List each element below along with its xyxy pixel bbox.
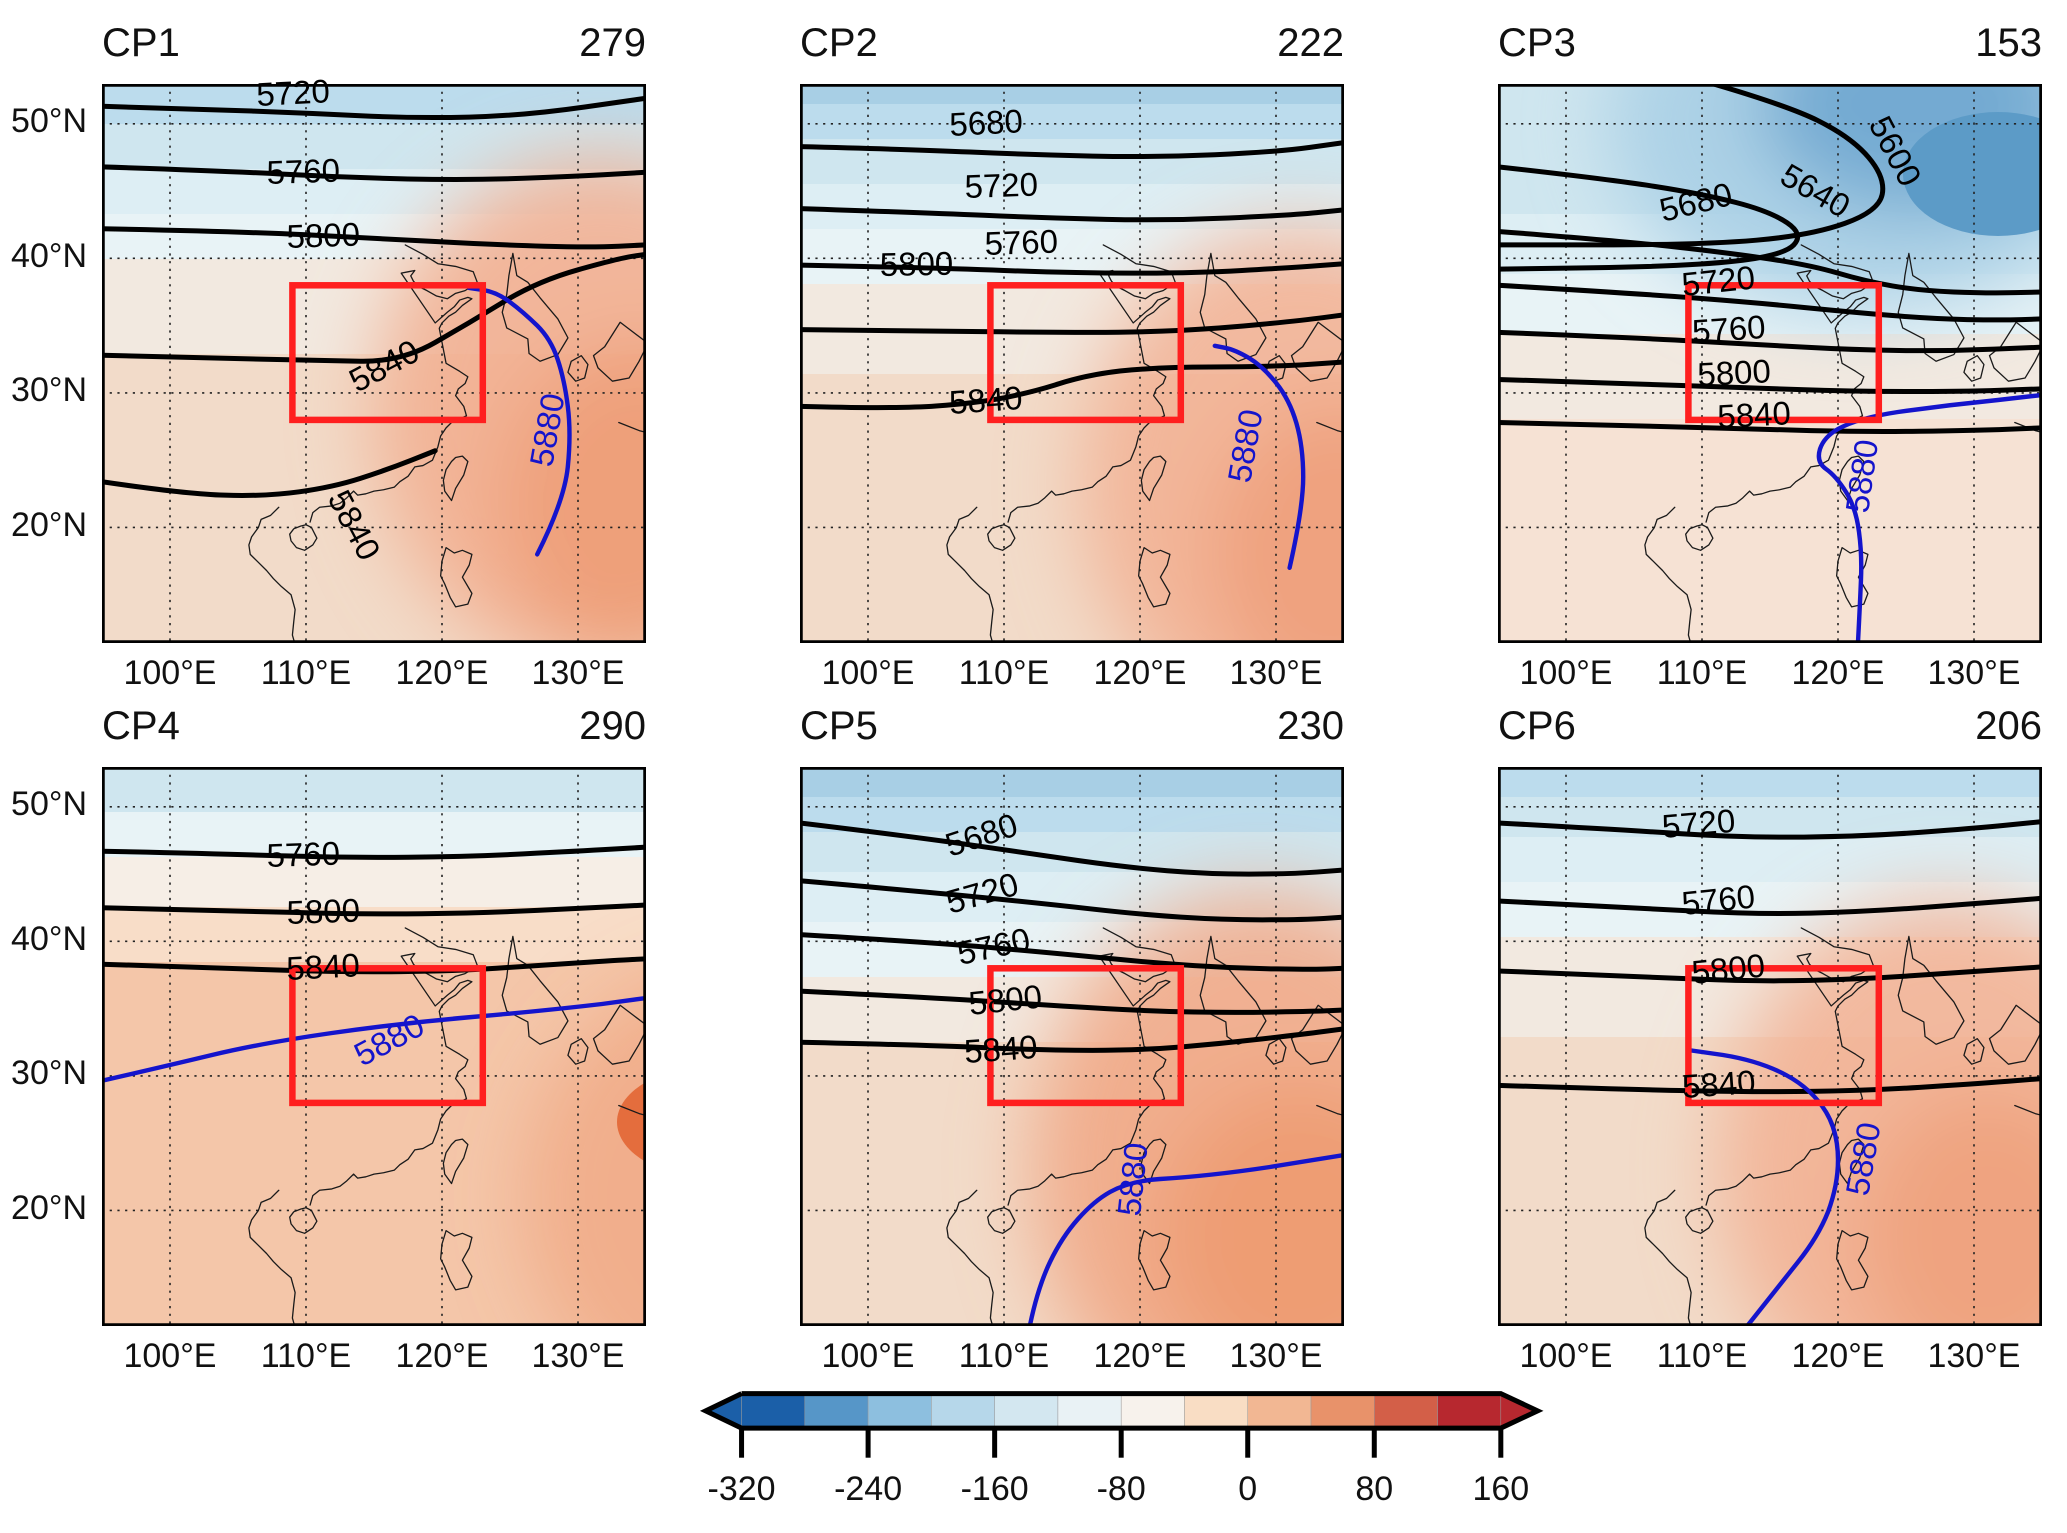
svg-text:-240: -240	[834, 1470, 902, 1508]
svg-text:CP2: CP2	[800, 21, 878, 65]
svg-text:100°E: 100°E	[1519, 1337, 1612, 1375]
svg-text:5680: 5680	[948, 102, 1023, 143]
svg-text:100°E: 100°E	[123, 654, 216, 692]
svg-text:130°E: 130°E	[531, 1337, 624, 1375]
svg-text:279: 279	[579, 21, 646, 65]
svg-text:5720: 5720	[964, 165, 1039, 205]
svg-text:120°E: 120°E	[1093, 654, 1186, 692]
svg-text:120°E: 120°E	[1791, 654, 1884, 692]
svg-text:222: 222	[1277, 21, 1344, 65]
svg-text:5760: 5760	[266, 151, 341, 191]
svg-text:120°E: 120°E	[1791, 1337, 1884, 1375]
svg-text:CP1: CP1	[102, 21, 180, 65]
svg-text:130°E: 130°E	[1229, 1337, 1322, 1375]
svg-text:110°E: 110°E	[959, 654, 1049, 692]
svg-text:120°E: 120°E	[395, 1337, 488, 1375]
svg-text:130°E: 130°E	[531, 654, 624, 692]
svg-text:5880: 5880	[1110, 1141, 1154, 1218]
svg-text:5800: 5800	[1696, 352, 1771, 393]
svg-text:5720: 5720	[1680, 258, 1757, 302]
svg-text:5800: 5800	[286, 215, 361, 255]
svg-text:5760: 5760	[1680, 877, 1757, 921]
svg-text:CP5: CP5	[800, 704, 878, 748]
svg-text:80: 80	[1355, 1470, 1393, 1508]
svg-text:100°E: 100°E	[821, 1337, 914, 1375]
svg-text:-160: -160	[961, 1470, 1029, 1508]
svg-text:30°N: 30°N	[11, 1054, 87, 1092]
svg-text:120°E: 120°E	[1093, 1337, 1186, 1375]
svg-text:5840: 5840	[1716, 394, 1791, 435]
svg-text:120°E: 120°E	[395, 654, 488, 692]
svg-text:20°N: 20°N	[11, 1189, 87, 1227]
svg-text:5760: 5760	[1691, 308, 1767, 350]
svg-text:-80: -80	[1097, 1470, 1146, 1508]
svg-text:5760: 5760	[266, 834, 341, 874]
svg-text:110°E: 110°E	[1657, 1337, 1747, 1375]
svg-text:CP6: CP6	[1498, 704, 1576, 748]
svg-text:40°N: 40°N	[11, 237, 87, 275]
svg-text:50°N: 50°N	[11, 102, 87, 140]
svg-text:100°E: 100°E	[821, 654, 914, 692]
svg-text:5800: 5800	[286, 891, 361, 931]
svg-text:5800: 5800	[967, 977, 1044, 1021]
svg-text:130°E: 130°E	[1927, 1337, 2020, 1375]
svg-text:5720: 5720	[255, 72, 330, 113]
svg-text:40°N: 40°N	[11, 920, 87, 958]
svg-text:100°E: 100°E	[123, 1337, 216, 1375]
svg-text:230: 230	[1277, 704, 1344, 748]
svg-text:5720: 5720	[1660, 802, 1736, 845]
svg-text:130°E: 130°E	[1927, 654, 2020, 692]
svg-text:100°E: 100°E	[1519, 654, 1612, 692]
svg-text:206: 206	[1975, 704, 2042, 748]
svg-text:0: 0	[1238, 1470, 1257, 1508]
svg-text:110°E: 110°E	[261, 1337, 351, 1375]
svg-text:5840: 5840	[948, 379, 1024, 421]
svg-text:20°N: 20°N	[11, 506, 87, 544]
svg-text:5800: 5800	[1690, 946, 1767, 990]
svg-text:110°E: 110°E	[1657, 654, 1747, 692]
svg-text:130°E: 130°E	[1229, 654, 1322, 692]
svg-text:5840: 5840	[1681, 1063, 1757, 1105]
svg-text:50°N: 50°N	[11, 785, 87, 823]
svg-text:110°E: 110°E	[959, 1337, 1049, 1375]
svg-text:CP3: CP3	[1498, 21, 1576, 65]
svg-text:CP4: CP4	[102, 704, 180, 748]
svg-text:5840: 5840	[963, 1028, 1039, 1070]
svg-text:5760: 5760	[984, 222, 1059, 262]
svg-text:5840: 5840	[285, 946, 360, 987]
svg-text:-320: -320	[708, 1470, 776, 1508]
svg-text:110°E: 110°E	[261, 654, 351, 692]
svg-text:153: 153	[1975, 21, 2042, 65]
svg-text:160: 160	[1472, 1470, 1529, 1508]
svg-text:5800: 5800	[879, 245, 953, 283]
svg-text:30°N: 30°N	[11, 371, 87, 409]
svg-text:290: 290	[579, 704, 646, 748]
